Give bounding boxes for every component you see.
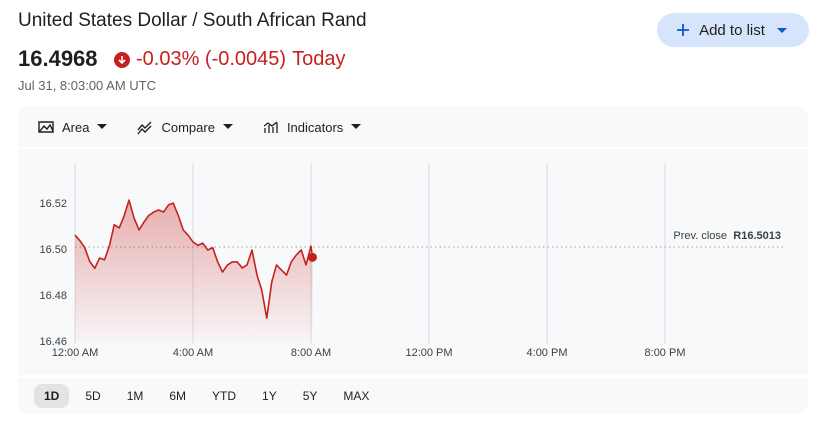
area (75, 200, 313, 342)
range-option[interactable]: 1D (34, 384, 70, 408)
tool-icon (38, 120, 54, 133)
change-value: -0.03% (-0.0045) (136, 48, 287, 70)
range-selector: 1D 5D 1M 6M YTD 1Y 5Y MAX (34, 384, 379, 408)
tool-icon (137, 121, 152, 134)
range-option[interactable]: 6M (169, 389, 187, 403)
add-label: Add to list (699, 21, 765, 39)
range-option[interactable]: MAX (343, 389, 370, 403)
y-tick-label: 16.50 (39, 244, 67, 256)
x-tick-label: 8:00 PM (645, 347, 686, 359)
timestamp: Jul 31, 8:03:00 AM UTC (18, 78, 157, 93)
range-option[interactable]: 5Y (302, 389, 318, 403)
toolbar-item[interactable]: Indicators (263, 116, 362, 138)
x-tick-label: 8:00 AM (291, 347, 331, 359)
tool-label: Indicators (286, 119, 344, 135)
dropdown-icon (351, 124, 362, 129)
x-tick-label: 4:00 PM (527, 347, 568, 359)
tool-label: Compare (161, 119, 215, 135)
x-tick-label: 12:00 AM (52, 347, 98, 359)
price: 16.4968 (18, 46, 98, 71)
down-icon (114, 51, 130, 68)
range-option[interactable]: 5D (85, 389, 101, 403)
tool-icon (263, 120, 278, 133)
separator (18, 147, 808, 149)
range-option[interactable]: 1Y (262, 389, 277, 403)
line (74, 199, 314, 319)
y-tick-label: 16.46 (39, 336, 67, 348)
x-tick-label: 4:00 AM (173, 347, 213, 359)
prev-close-value: R16.5013 (733, 230, 781, 242)
add-to-list-button[interactable]: Add to list (657, 13, 809, 47)
x-tick-label: 12:00 PM (405, 347, 452, 359)
dropdown-icon (776, 28, 787, 33)
separator (18, 375, 808, 378)
range-option[interactable]: 1M (126, 389, 144, 403)
range-option[interactable]: YTD (212, 389, 237, 403)
toolbar: Area Compare Indicators (38, 116, 362, 138)
y-tick-label: 16.48 (39, 290, 67, 302)
y-tick-label: 16.52 (39, 198, 67, 210)
dropdown-icon (97, 124, 108, 129)
last-point (307, 252, 317, 262)
toolbar-item[interactable]: Area (38, 116, 108, 138)
title: United States Dollar / South African Ran… (18, 10, 367, 31)
toolbar-item[interactable]: Compare (137, 116, 233, 138)
change: -0.03% (-0.0045) Today (114, 48, 345, 71)
plus-icon (677, 24, 690, 36)
change-period: Today (292, 48, 346, 70)
tool-label: Area (62, 119, 90, 135)
dropdown-icon (222, 124, 233, 129)
prev-close-label: Prev. close (673, 230, 727, 242)
